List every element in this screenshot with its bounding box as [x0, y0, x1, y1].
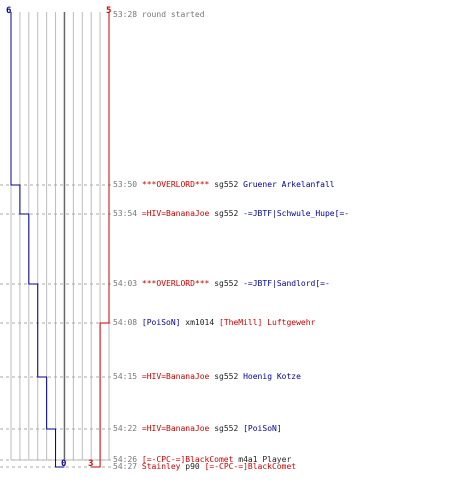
event-time: 53:54	[113, 209, 138, 218]
kill-log-entry: 53:28 round started	[113, 10, 205, 19]
victim-name: [TheMill] Luftgewehr	[219, 318, 316, 327]
kill-log-entry: 54:22 =HIV=BananaJoe sg552 [PoiSoN]	[113, 424, 282, 433]
weapon-name: xm1014	[185, 318, 215, 327]
event-time: 53:50	[113, 180, 138, 189]
killer-name: ***OVERLORD***	[141, 279, 210, 288]
event-time: 54:27	[113, 462, 138, 471]
victim-name: -=JBTF|Schwule_Hupe[=-	[243, 209, 350, 218]
victim-name: Hoenig Kotze	[243, 372, 301, 381]
red-end-count: 3	[88, 459, 93, 469]
weapon-name: sg552	[214, 424, 239, 433]
victim-name: Player	[262, 455, 292, 464]
killer-name: =HIV=BananaJoe	[141, 372, 210, 381]
red-start-count: 5	[106, 6, 111, 16]
blue-end-count: 0	[61, 459, 66, 469]
killer-name: Stainley	[141, 462, 181, 471]
weapon-name: sg552	[214, 209, 239, 218]
kill-log-entry: 54:15 =HIV=BananaJoe sg552 Hoenig Kotze	[113, 372, 301, 381]
killer-name: [=-CPC-=]BlackComet	[141, 455, 234, 464]
weapon-name: sg552	[214, 180, 239, 189]
killer-name: ***OVERLORD***	[141, 180, 210, 189]
victim-name: [=-CPC-=]BlackComet	[204, 462, 297, 471]
blue-start-count: 6	[6, 6, 11, 16]
kill-log-entry: 53:54 =HIV=BananaJoe sg552 -=JBTF|Schwul…	[113, 209, 349, 218]
victim-name: [PoiSoN]	[243, 424, 282, 433]
kill-log-entry: 54:27 Stainley p90 [=-CPC-=]BlackComet	[113, 462, 296, 471]
killer-name: =HIV=BananaJoe	[141, 424, 210, 433]
event-time: 54:08	[113, 318, 138, 327]
victim-name: -=JBTF|Sandlord[=-	[243, 279, 330, 288]
event-text: round started	[141, 10, 205, 19]
blue-team-alive-line	[10, 12, 65, 468]
weapon-name: p90	[185, 462, 200, 471]
event-time: 54:03	[113, 279, 138, 288]
kill-log-entry: 54:26 [=-CPC-=]BlackComet m4a1 Player	[113, 455, 291, 464]
kill-log-entry: 53:50 ***OVERLORD*** sg552 Gruener Arkel…	[113, 180, 335, 189]
victim-name: Gruener Arkelanfall	[243, 180, 335, 189]
event-time: 54:15	[113, 372, 138, 381]
kill-log-entry: 54:08 [PoiSoN] xm1014 [TheMill] Luftgewe…	[113, 318, 315, 327]
event-time: 53:28	[113, 10, 138, 19]
weapon-name: sg552	[214, 279, 239, 288]
weapon-name: m4a1	[238, 455, 258, 464]
killer-name: [PoiSoN]	[141, 318, 181, 327]
kill-log-entry: 54:03 ***OVERLORD*** sg552 -=JBTF|Sandlo…	[113, 279, 330, 288]
killer-name: =HIV=BananaJoe	[141, 209, 210, 218]
event-time: 54:22	[113, 424, 138, 433]
red-team-alive-line	[91, 12, 110, 468]
event-time: 54:26	[113, 455, 138, 464]
weapon-name: sg552	[214, 372, 239, 381]
